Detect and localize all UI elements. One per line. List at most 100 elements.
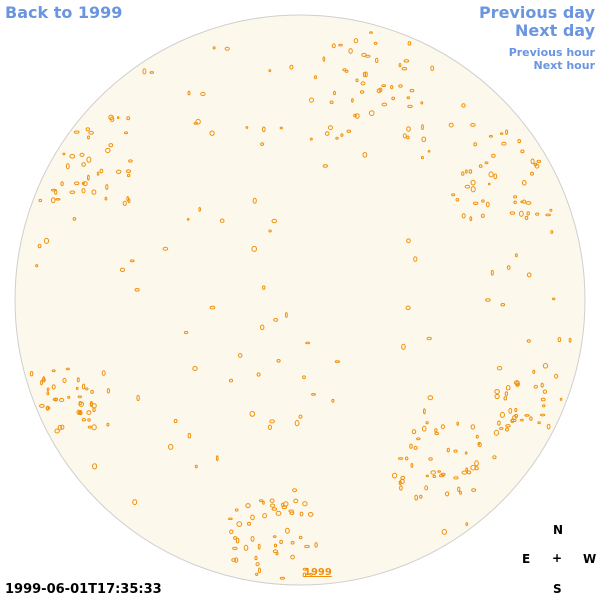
contour xyxy=(268,69,272,73)
contour xyxy=(119,267,126,272)
contour xyxy=(262,500,265,505)
contour xyxy=(254,555,258,561)
contour xyxy=(209,305,216,310)
contour xyxy=(381,84,387,87)
contour xyxy=(29,371,34,377)
contour xyxy=(333,90,336,96)
contour xyxy=(87,135,90,140)
contour xyxy=(228,378,234,383)
contour xyxy=(232,546,238,551)
contour xyxy=(470,186,476,193)
contour xyxy=(451,193,456,197)
contour xyxy=(478,164,483,168)
contour xyxy=(355,78,359,83)
contour xyxy=(105,184,109,190)
contour xyxy=(88,130,94,135)
contour xyxy=(247,521,251,526)
next-day-link[interactable]: Next day xyxy=(515,21,595,40)
contour xyxy=(76,377,80,383)
contour xyxy=(249,411,256,417)
contour xyxy=(466,470,472,475)
contour xyxy=(446,447,450,453)
contour xyxy=(128,159,133,163)
contour xyxy=(35,264,39,268)
contour xyxy=(481,199,485,203)
contour xyxy=(420,101,424,105)
contour xyxy=(122,200,127,206)
contour xyxy=(434,431,440,436)
contour xyxy=(432,475,437,478)
contour xyxy=(376,88,382,94)
contour xyxy=(552,297,556,301)
contour xyxy=(314,542,318,548)
contour xyxy=(193,122,199,125)
contour xyxy=(46,405,49,411)
contour xyxy=(424,485,429,491)
contour xyxy=(344,69,349,73)
contour xyxy=(51,384,56,390)
contour xyxy=(474,460,479,467)
contour xyxy=(532,369,536,374)
contour xyxy=(545,213,552,217)
contour xyxy=(494,389,500,395)
contour xyxy=(87,174,90,181)
contour xyxy=(69,190,76,194)
contour xyxy=(236,521,243,527)
contour xyxy=(409,443,413,449)
contour xyxy=(294,420,300,427)
contour xyxy=(40,380,43,386)
contour xyxy=(275,510,282,516)
contour xyxy=(448,122,454,128)
contour xyxy=(302,501,308,507)
contour xyxy=(245,503,251,509)
contour xyxy=(470,424,476,430)
contour xyxy=(430,470,437,475)
contour xyxy=(45,406,51,410)
contour xyxy=(338,43,343,47)
contour xyxy=(375,57,379,64)
contour xyxy=(270,503,276,508)
contour xyxy=(348,48,353,54)
compass-east: E xyxy=(522,552,531,566)
contour xyxy=(279,539,283,545)
contour xyxy=(219,218,225,223)
previous-day-link[interactable]: Previous day xyxy=(478,3,595,22)
contour xyxy=(405,305,411,310)
contour xyxy=(290,554,295,560)
contour xyxy=(390,85,394,90)
contour xyxy=(329,100,334,105)
contour xyxy=(298,414,303,419)
contour xyxy=(477,442,481,446)
contour xyxy=(54,189,58,195)
contour xyxy=(470,179,476,186)
contour xyxy=(509,211,516,215)
contour xyxy=(289,511,295,515)
contour xyxy=(499,427,504,430)
contour xyxy=(262,285,266,290)
contour xyxy=(96,171,100,176)
contour xyxy=(42,376,46,382)
contour xyxy=(397,457,404,460)
contour xyxy=(237,353,243,358)
next-hour-link[interactable]: Next hour xyxy=(533,59,596,72)
contour xyxy=(186,218,190,221)
contour xyxy=(440,424,445,430)
contour xyxy=(421,124,424,130)
contour xyxy=(369,31,373,34)
contour xyxy=(72,217,77,221)
contour xyxy=(302,375,306,380)
contour xyxy=(309,572,313,576)
contour xyxy=(351,98,354,103)
contour xyxy=(89,401,94,407)
contour xyxy=(271,507,278,511)
contour xyxy=(513,200,517,205)
contour xyxy=(106,422,110,427)
year-link[interactable]: 1999 xyxy=(304,567,332,578)
previous-hour-link[interactable]: Previous hour xyxy=(508,46,595,59)
contour xyxy=(480,213,485,219)
contour xyxy=(62,152,66,156)
back-link[interactable]: Back to 1999 xyxy=(5,3,123,22)
contour xyxy=(255,562,260,567)
